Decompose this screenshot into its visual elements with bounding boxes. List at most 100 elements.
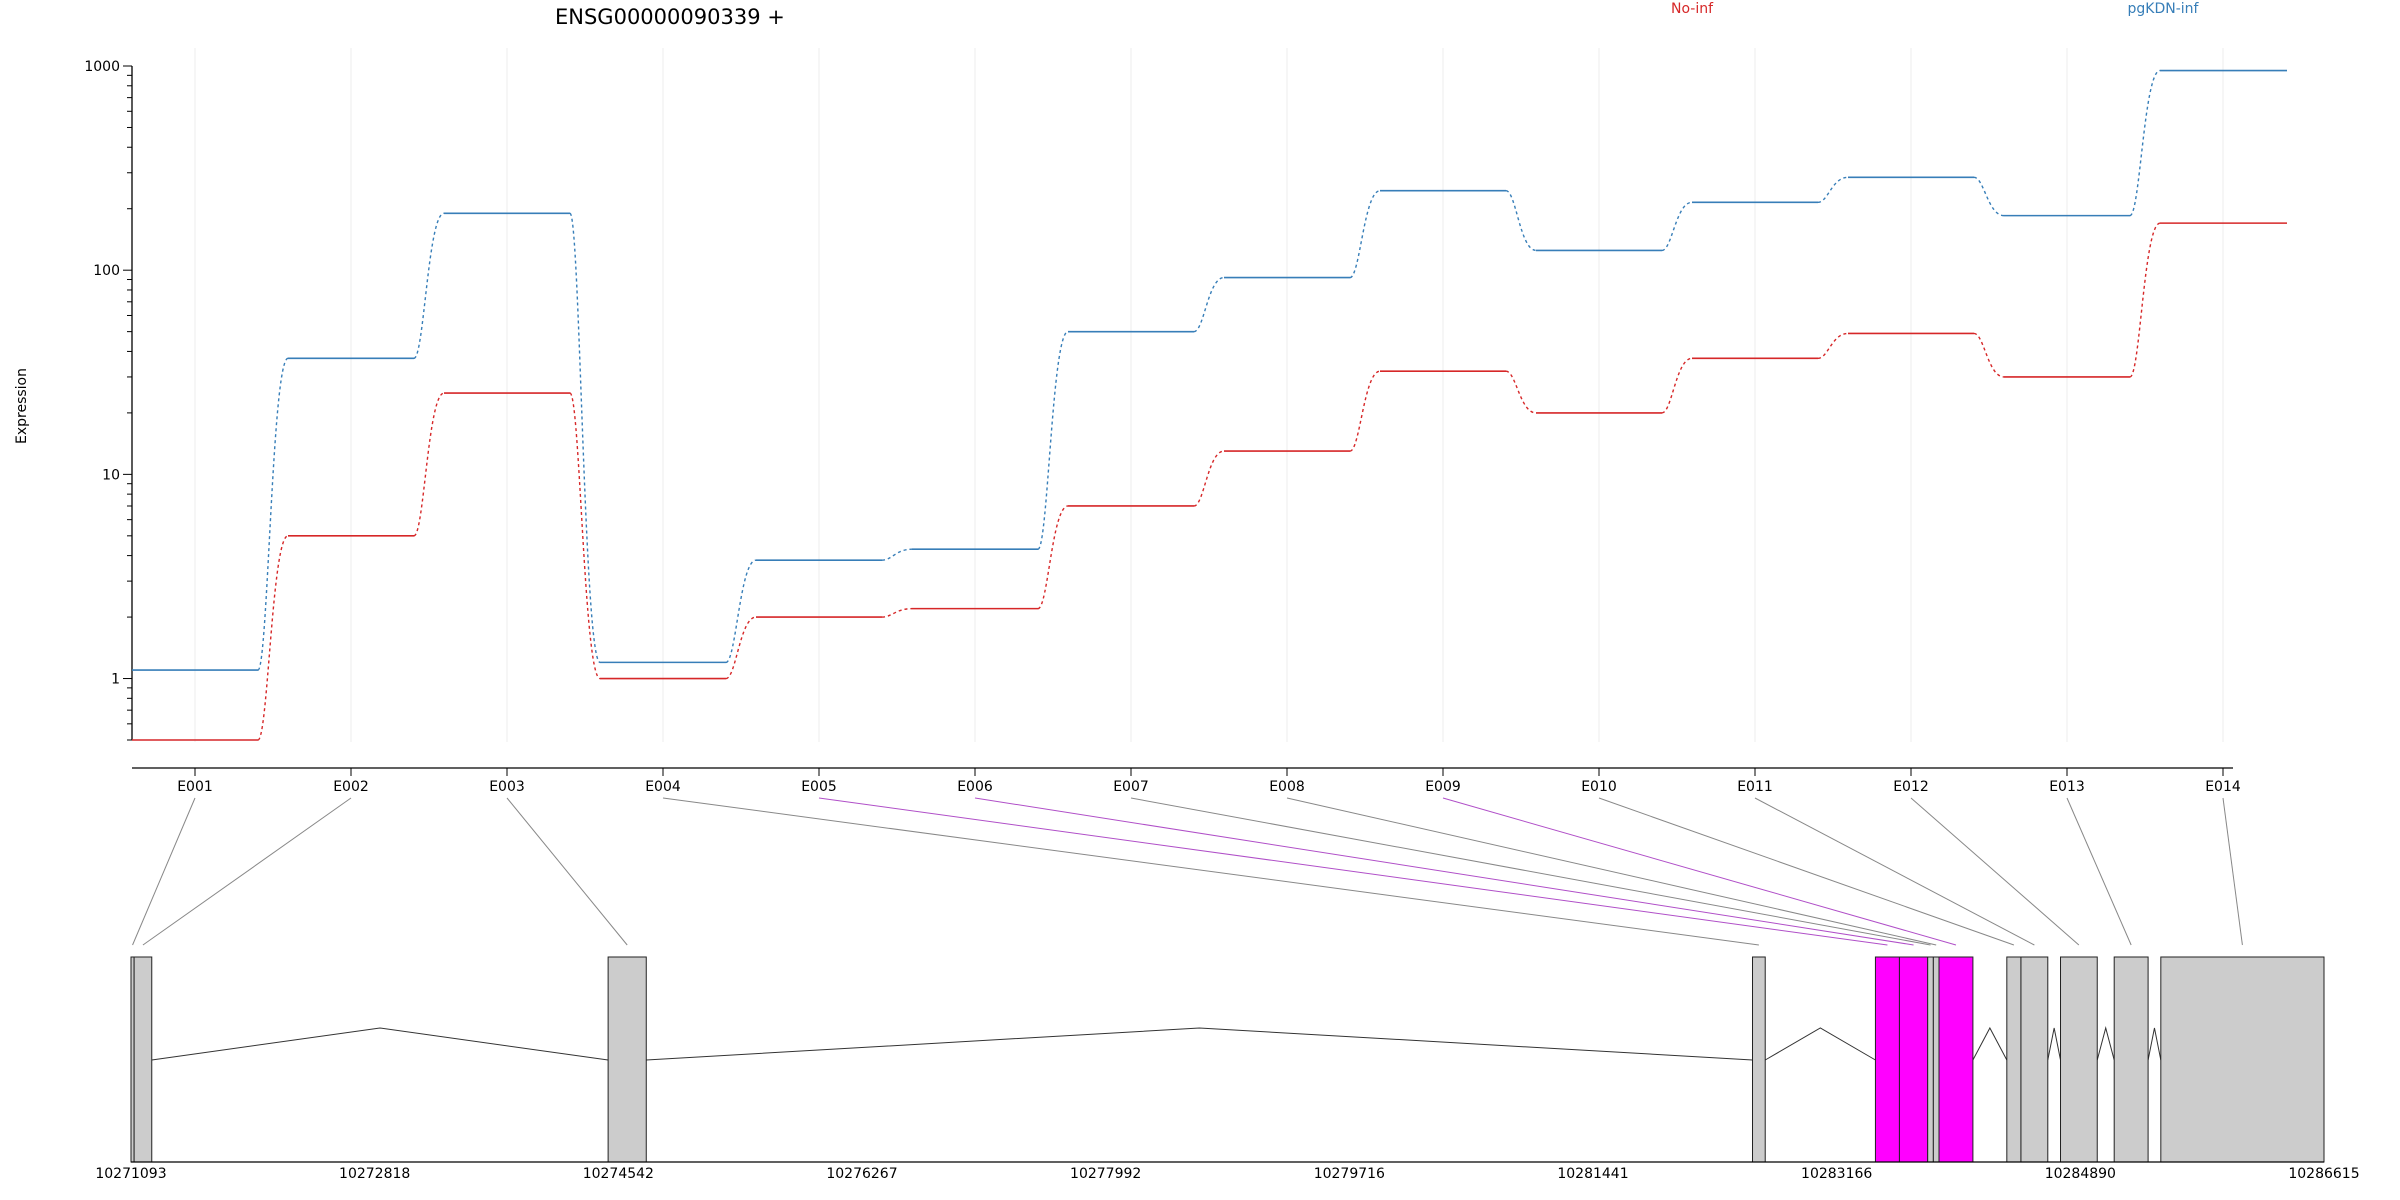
transition-e001	[257, 357, 289, 671]
legend-pgkdn-inf: pgKDN-inf	[2128, 1, 2200, 17]
transition-e001	[257, 535, 289, 741]
exon-box-e011	[2020, 956, 2049, 1163]
exon-box-e012	[2060, 956, 2098, 1163]
genome-tick-label: 10276267	[826, 1166, 897, 1182]
transition-e003	[569, 212, 601, 664]
exon-label-e001: E001	[177, 779, 213, 795]
series-no-inf	[132, 222, 2287, 741]
connector-e009	[1442, 797, 1957, 946]
transition-e009	[1505, 190, 1537, 252]
y-tick-label: 10	[102, 467, 120, 483]
connector-e002	[142, 797, 352, 946]
exon-box-e006	[1898, 956, 1929, 1163]
y-tick-label: 1000	[84, 59, 120, 75]
legend-no-inf: No-inf	[1671, 1, 1714, 17]
exon-label-e004: E004	[645, 779, 681, 795]
connector-e007	[1130, 797, 1931, 946]
exon-label-e006: E006	[957, 779, 993, 795]
connector-e013	[2066, 797, 2132, 946]
transition-e013	[2129, 222, 2161, 378]
transition-e008	[1349, 190, 1381, 279]
exon-box-e007	[1927, 956, 1934, 1163]
genome-tick-label: 10271093	[95, 1166, 166, 1182]
exon-box-e004	[1752, 956, 1766, 1163]
transition-e007	[1193, 276, 1225, 333]
transition-e010	[1661, 201, 1693, 252]
exon-label-e002: E002	[333, 779, 369, 795]
transition-e005	[881, 548, 913, 561]
connector-e004	[662, 797, 1759, 946]
exon-axis: E001 E002 E003 E004 E005 E006 E007 E008 E009 E010…	[132, 767, 2241, 795]
genome-tick-label: 10284890	[2045, 1166, 2116, 1182]
exon-label-e012: E012	[1893, 779, 1929, 795]
exon-label-e014: E014	[2205, 779, 2241, 795]
exon-connectors	[132, 797, 2243, 946]
genome-tick-label: 10286615	[2288, 1166, 2359, 1182]
chart-title: ENSG00000090339 +	[555, 5, 785, 29]
vertical-gridlines	[194, 48, 2224, 742]
intron	[1764, 1027, 1876, 1061]
transition-e002	[413, 392, 445, 537]
exon-box-e014	[2160, 956, 2325, 1163]
genome-tick-label: 10272818	[339, 1166, 410, 1182]
intron	[151, 1027, 609, 1061]
exon-box-e009	[1938, 956, 1974, 1163]
transition-e010	[1661, 357, 1693, 414]
intron	[1972, 1026, 2008, 1061]
transition-e004	[725, 616, 757, 680]
genome-tick-label: 10274542	[583, 1166, 654, 1182]
exon-label-e010: E010	[1581, 779, 1617, 795]
connector-e005	[818, 797, 1888, 946]
transition-e005	[881, 607, 913, 618]
genome-tick-label: 10283166	[1801, 1166, 1872, 1182]
gene-model	[130, 956, 2325, 1163]
exon-label-e013: E013	[2049, 779, 2085, 795]
genome-tick-label: 10279716	[1314, 1166, 1385, 1182]
exon-label-e005: E005	[801, 779, 837, 795]
transition-e006	[1037, 330, 1069, 550]
genome-tick-label: 10277992	[1070, 1166, 1141, 1182]
connector-e001	[132, 797, 196, 946]
exon-label-e011: E011	[1737, 779, 1773, 795]
transition-e009	[1505, 370, 1537, 414]
series-lines	[132, 69, 2287, 741]
transition-e007	[1193, 450, 1225, 507]
connector-e008	[1286, 797, 1937, 946]
series-pgkdn-inf	[132, 69, 2287, 671]
exon-label-e008: E008	[1269, 779, 1305, 795]
intron	[2047, 1027, 2061, 1061]
exon-box-e003	[607, 956, 647, 1163]
connector-e012	[1910, 797, 2080, 946]
transition-e012	[1973, 332, 2005, 378]
exon-label-e007: E007	[1113, 779, 1149, 795]
y-axis-label: Expression	[14, 368, 30, 444]
transition-e012	[1973, 176, 2005, 217]
transition-e006	[1037, 505, 1069, 610]
exon-box-e013	[2113, 956, 2149, 1163]
transition-e003	[569, 392, 601, 680]
connector-e011	[1754, 797, 2035, 946]
y-tick-label: 100	[93, 263, 120, 279]
intron	[2096, 1026, 2115, 1061]
connector-e006	[974, 797, 1914, 946]
genome-axis: 10271093 10272818 10274542 10276267 10277992…	[95, 1161, 2360, 1182]
transition-e004	[725, 559, 757, 664]
exon-box-e008	[1932, 956, 1940, 1163]
exon-label-e009: E009	[1425, 779, 1461, 795]
exon-box-e010	[2006, 956, 2022, 1163]
exon-label-e003: E003	[489, 779, 525, 795]
exon-box-e002	[133, 956, 153, 1163]
connector-e014	[2222, 797, 2243, 946]
connector-e003	[506, 797, 628, 946]
genome-tick-label: 10281441	[1557, 1166, 1628, 1182]
transition-e002	[413, 212, 445, 360]
transition-e011	[1817, 332, 1849, 360]
connector-e010	[1598, 797, 2015, 946]
exon-box-e005	[1874, 956, 1900, 1163]
transition-e013	[2129, 69, 2161, 217]
y-axis: 1 10 100 1000	[84, 59, 133, 741]
intron	[646, 1027, 1753, 1061]
y-tick-label: 1	[111, 672, 120, 688]
transition-e008	[1349, 370, 1381, 452]
